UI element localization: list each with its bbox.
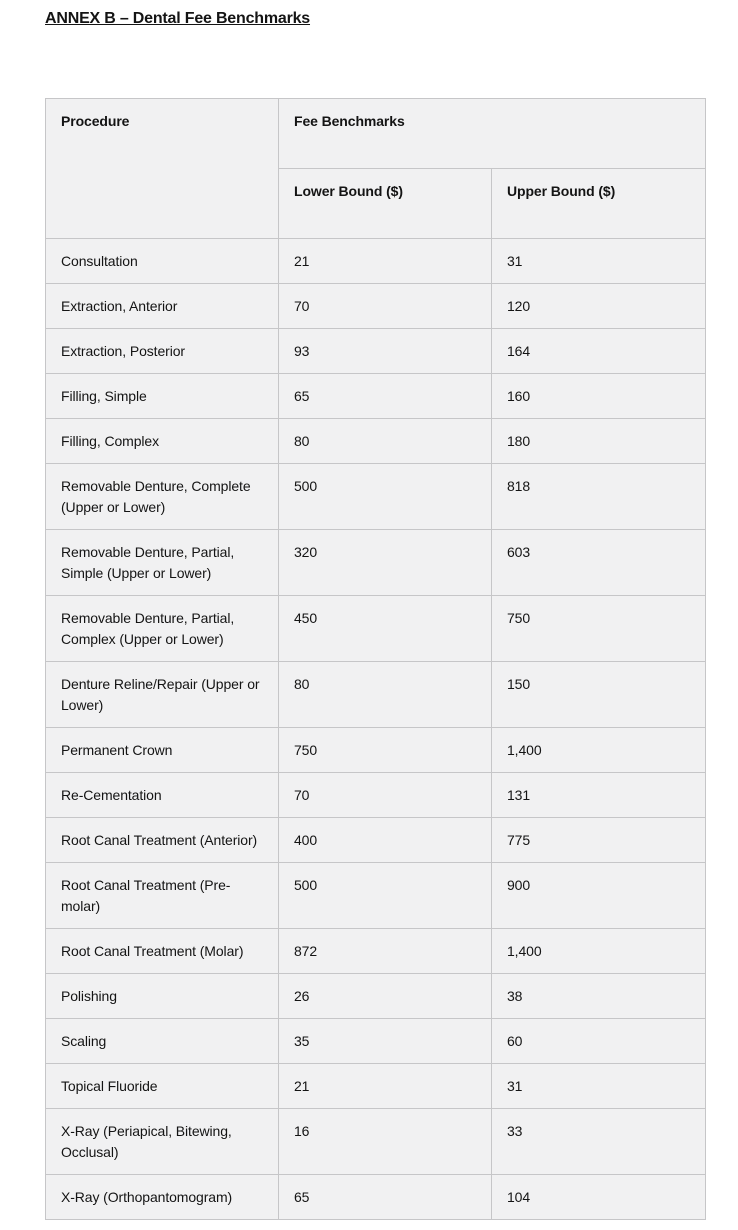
procedure-cell: Extraction, Posterior	[45, 328, 279, 374]
lower-bound-cell: 80	[278, 418, 492, 464]
lower-bound-cell: 450	[278, 595, 492, 662]
lower-bound-cell: 320	[278, 529, 492, 596]
procedure-cell: X-Ray (Orthopantomogram)	[45, 1174, 279, 1220]
upper-bound-cell: 31	[491, 1063, 706, 1109]
table-row: Extraction, Anterior 70 120	[45, 283, 706, 329]
lower-bound-cell: 500	[278, 862, 492, 929]
procedure-cell: Topical Fluoride	[45, 1063, 279, 1109]
table-row: Removable Denture, Partial, Complex (Upp…	[45, 595, 706, 662]
procedure-cell: Scaling	[45, 1018, 279, 1064]
lower-bound-cell: 65	[278, 373, 492, 419]
col-header-fee-benchmarks: Fee Benchmarks	[278, 98, 706, 169]
procedure-cell: Removable Denture, Partial, Complex (Upp…	[45, 595, 279, 662]
procedure-cell: Filling, Simple	[45, 373, 279, 419]
procedure-cell: Polishing	[45, 973, 279, 1019]
table-row: Root Canal Treatment (Anterior) 400 775	[45, 817, 706, 863]
upper-bound-cell: 1,400	[491, 928, 706, 974]
table-row: X-Ray (Periapical, Bitewing, Occlusal) 1…	[45, 1108, 706, 1175]
lower-bound-cell: 750	[278, 727, 492, 773]
table-row: Re-Cementation 70 131	[45, 772, 706, 818]
table-row: Removable Denture, Complete (Upper or Lo…	[45, 463, 706, 530]
lower-bound-cell: 93	[278, 328, 492, 374]
upper-bound-cell: 120	[491, 283, 706, 329]
page-title: ANNEX B – Dental Fee Benchmarks	[45, 10, 311, 27]
procedure-cell: Root Canal Treatment (Molar)	[45, 928, 279, 974]
procedure-cell: Denture Reline/Repair (Upper or Lower)	[45, 661, 279, 728]
upper-bound-cell: 750	[491, 595, 706, 662]
table-row: Filling, Simple 65 160	[45, 373, 706, 419]
lower-bound-cell: 65	[278, 1174, 492, 1220]
table-row: Polishing 26 38	[45, 973, 706, 1019]
table-row: Scaling 35 60	[45, 1018, 706, 1064]
upper-bound-cell: 150	[491, 661, 706, 728]
upper-bound-cell: 31	[491, 238, 706, 284]
lower-bound-cell: 500	[278, 463, 492, 530]
procedure-cell: Permanent Crown	[45, 727, 279, 773]
upper-bound-cell: 104	[491, 1174, 706, 1220]
upper-bound-cell: 900	[491, 862, 706, 929]
table-row: Removable Denture, Partial, Simple (Uppe…	[45, 529, 706, 596]
lower-bound-cell: 35	[278, 1018, 492, 1064]
table-row: Filling, Complex 80 180	[45, 418, 706, 464]
table-row: Denture Reline/Repair (Upper or Lower) 8…	[45, 661, 706, 728]
procedure-cell: X-Ray (Periapical, Bitewing, Occlusal)	[45, 1108, 279, 1175]
upper-bound-cell: 131	[491, 772, 706, 818]
lower-bound-cell: 70	[278, 283, 492, 329]
header-row-bounds: Lower Bound ($) Upper Bound ($)	[46, 168, 706, 239]
table-row: Permanent Crown 750 1,400	[45, 727, 706, 773]
table-row: Root Canal Treatment (Pre-molar) 500 900	[45, 862, 706, 929]
lower-bound-cell: 70	[278, 772, 492, 818]
lower-bound-cell: 80	[278, 661, 492, 728]
dental-fee-benchmarks-table: Procedure Fee Benchmarks Lower Bound ($)…	[45, 98, 706, 1220]
procedure-cell: Root Canal Treatment (Anterior)	[45, 817, 279, 863]
procedure-cell: Removable Denture, Partial, Simple (Uppe…	[45, 529, 279, 596]
lower-bound-cell: 16	[278, 1108, 492, 1175]
upper-bound-cell: 1,400	[491, 727, 706, 773]
procedure-cell: Filling, Complex	[45, 418, 279, 464]
procedure-cell: Extraction, Anterior	[45, 283, 279, 329]
procedure-cell: Re-Cementation	[45, 772, 279, 818]
header-row-group: Procedure Fee Benchmarks	[45, 98, 706, 239]
upper-bound-cell: 38	[491, 973, 706, 1019]
lower-bound-cell: 400	[278, 817, 492, 863]
upper-bound-cell: 818	[491, 463, 706, 530]
table-row: Extraction, Posterior 93 164	[45, 328, 706, 374]
table-row: Consultation 21 31	[45, 238, 706, 284]
upper-bound-cell: 180	[491, 418, 706, 464]
upper-bound-cell: 164	[491, 328, 706, 374]
col-header-upper-bound: Upper Bound ($)	[491, 168, 706, 239]
table-row: Topical Fluoride 21 31	[45, 1063, 706, 1109]
procedure-cell: Root Canal Treatment (Pre-molar)	[45, 862, 279, 929]
table-row: Root Canal Treatment (Molar) 872 1,400	[45, 928, 706, 974]
upper-bound-cell: 160	[491, 373, 706, 419]
upper-bound-cell: 60	[491, 1018, 706, 1064]
lower-bound-cell: 21	[278, 238, 492, 284]
lower-bound-cell: 26	[278, 973, 492, 1019]
col-header-procedure: Procedure	[45, 98, 279, 239]
procedure-cell: Consultation	[45, 238, 279, 284]
table-row: X-Ray (Orthopantomogram) 65 104	[45, 1174, 706, 1220]
procedure-cell: Removable Denture, Complete (Upper or Lo…	[45, 463, 279, 530]
lower-bound-cell: 21	[278, 1063, 492, 1109]
upper-bound-cell: 33	[491, 1108, 706, 1175]
upper-bound-cell: 603	[491, 529, 706, 596]
col-header-lower-bound: Lower Bound ($)	[278, 168, 492, 239]
upper-bound-cell: 775	[491, 817, 706, 863]
lower-bound-cell: 872	[278, 928, 492, 974]
